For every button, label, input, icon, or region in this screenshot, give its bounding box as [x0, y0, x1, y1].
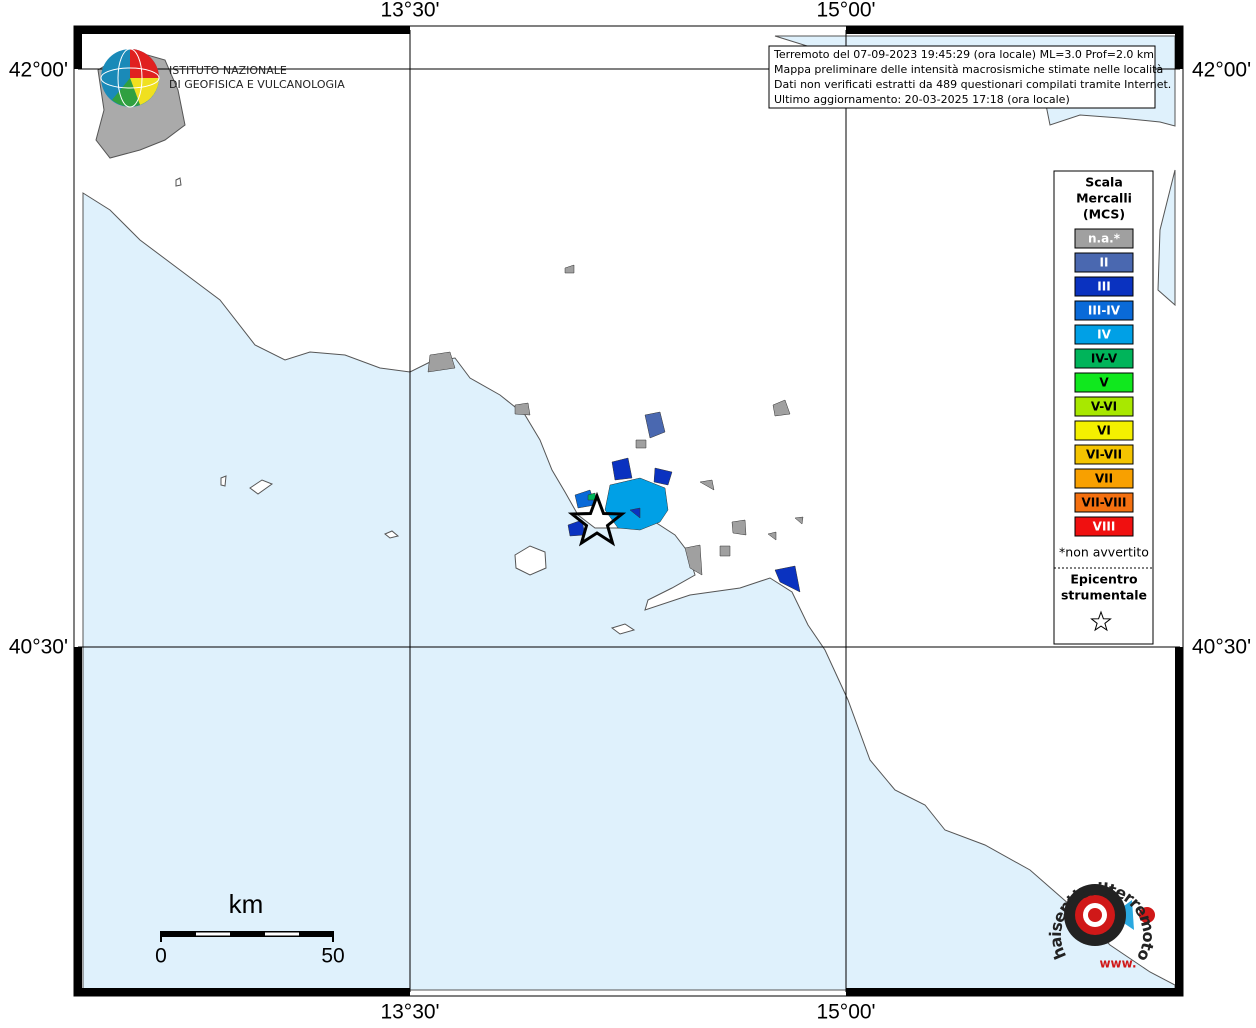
lon-label: 13°30' — [380, 1001, 439, 1024]
ingv-logo: ISTITUTO NAZIONALE DI GEOFISICA E VULCAN… — [100, 48, 345, 108]
info-line: Terremoto del 07-09-2023 19:45:29 (ora l… — [773, 48, 1154, 61]
frame — [73, 25, 1184, 997]
legend-label: II — [1100, 256, 1109, 270]
legend-swatch — [1074, 444, 1134, 465]
legend-epicenter: strumentale — [1061, 588, 1147, 603]
lat-label: 40°30' — [9, 636, 68, 659]
island — [514, 545, 547, 576]
legend-footnote: *non avvertito — [1059, 545, 1149, 560]
lat-label: 42°00' — [9, 59, 68, 82]
sea — [1157, 169, 1176, 307]
legend-title: Scala — [1085, 175, 1123, 190]
legend-swatch — [1074, 228, 1134, 249]
info-line: Mappa preliminare delle intensità macros… — [774, 63, 1163, 76]
island — [220, 475, 227, 487]
legend-star — [1090, 610, 1112, 632]
legend-swatch — [1074, 348, 1134, 369]
legend-swatch — [1074, 468, 1134, 489]
legend-swatch — [1074, 276, 1134, 297]
lat-label: 40°30' — [1192, 636, 1251, 659]
legend-swatch — [1074, 300, 1134, 321]
legend-label: III-IV — [1088, 304, 1121, 318]
legend-label: VI — [1097, 424, 1111, 438]
lat-label: 42°00' — [1192, 59, 1251, 82]
island — [175, 177, 182, 187]
intensity-patches — [427, 264, 804, 593]
legend-label: VI-VII — [1086, 448, 1122, 462]
legend-swatch — [1074, 516, 1134, 537]
legend-label: VII-VIII — [1081, 496, 1126, 510]
legend-swatch — [1074, 420, 1134, 441]
lon-label: 15°00' — [816, 1001, 875, 1024]
legend-swatch — [1074, 252, 1134, 273]
epicenter-star — [567, 491, 627, 547]
legend-label: V — [1099, 376, 1109, 390]
legend-swatch — [1074, 396, 1134, 417]
legend-swatch — [1074, 492, 1134, 513]
logo-text: ISTITUTO NAZIONALE — [169, 64, 287, 77]
scale-bar: km 0 50 — [155, 889, 345, 968]
legend: Scala Mercalli (MCS) *non avvertito Epic… — [1053, 170, 1154, 645]
legend-label: V-VI — [1091, 400, 1117, 414]
island — [610, 623, 636, 635]
legend-swatch — [1074, 324, 1134, 345]
legend-swatch — [1074, 372, 1134, 393]
legend-label: VII — [1095, 472, 1113, 486]
legend-label: IV — [1097, 328, 1111, 342]
legend-label: IV-V — [1091, 352, 1118, 366]
info-box — [768, 45, 1156, 109]
legend-title: (MCS) — [1083, 207, 1125, 222]
logo-text: DI GEOFISICA E VULCANOLOGIA — [169, 78, 345, 91]
legend-label: III — [1097, 280, 1110, 294]
scale-label: 50 — [321, 945, 344, 968]
legend-epicenter: Epicentro — [1070, 572, 1138, 587]
lon-label: 15°00' — [816, 0, 875, 22]
info-line: Ultimo aggiornamento: 20-03-2025 17:18 (… — [774, 93, 1070, 106]
scale-label: 0 — [155, 945, 167, 968]
island — [384, 530, 400, 539]
legend-label: VIII — [1093, 520, 1116, 534]
info-line: Dati non verificati estratti da 489 ques… — [774, 78, 1171, 91]
island — [249, 479, 274, 495]
legend-label: n.a.* — [1088, 232, 1121, 246]
badge-prefix: www. — [1099, 957, 1136, 971]
scale-unit: km — [229, 889, 264, 919]
legend-title: Mercalli — [1076, 191, 1132, 206]
lon-label: 13°30' — [380, 0, 439, 22]
